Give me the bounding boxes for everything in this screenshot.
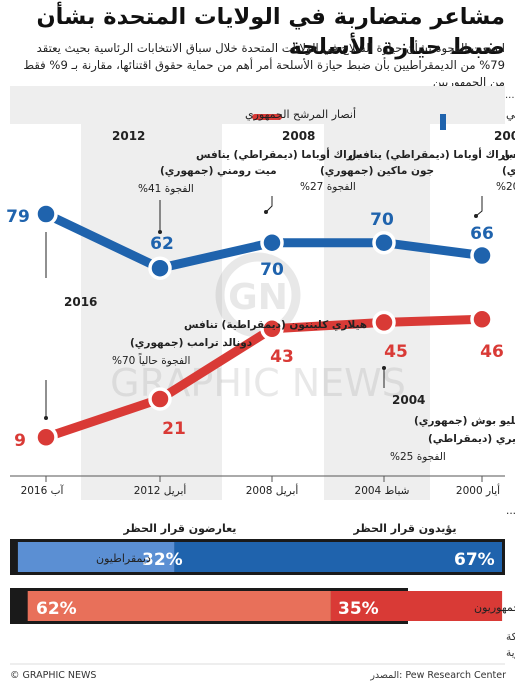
legend-rep-swatch — [252, 114, 282, 120]
line-series-layer — [34, 202, 494, 450]
rep-data-point — [34, 425, 58, 450]
annotation-line: الفجوة 25% — [390, 451, 446, 463]
year-band — [222, 124, 324, 500]
line-chart-title: نسبة الناخبين المسجلين الذين يقولون إن ض… — [505, 88, 515, 101]
dem-value-label: 66 — [470, 224, 494, 244]
dem-value-label: 70 — [370, 210, 394, 230]
footer-credit: © GRAPHIC NEWS — [10, 670, 96, 681]
annotation-line: جورج دبليو بوش (جمهوري) — [502, 165, 515, 177]
bar-rep-category: جمهوريون — [474, 601, 515, 614]
rep-data-point — [470, 307, 494, 332]
leader-dot — [382, 366, 386, 370]
annotation-line: الفجوة 41% — [138, 183, 194, 195]
bar-chart-title: نسبة الذين يؤيدون إقرار حظر على الأسلحة … — [506, 504, 515, 517]
bar-dem-oppose-label: 32% — [142, 550, 183, 570]
page-subtitle: اتسعت الفجوة بشأن حيازة السلاح في الولاي… — [23, 41, 505, 89]
footer-source: المصدر: Pew Research Center — [369, 670, 506, 681]
footer-note-line1: إحصاء وطني أجراه مركز بيو للأبحاث، في ال… — [506, 629, 515, 643]
annotation-line: ميت رومني (جمهوري) — [160, 165, 277, 177]
annotation-line: هيلاري كلينتون (ديمقراطية) تنافس — [184, 319, 367, 331]
annotation-2004: 2004 جورج دبليو بوش (جمهوري) ينافس جون ك… — [390, 393, 515, 463]
rep-data-point — [372, 310, 396, 335]
dem-value-label: 79 — [6, 207, 30, 227]
annotation-line: باراك أوباما (ديمقراطي) ينافس — [196, 147, 361, 161]
bar-dem-support — [174, 542, 502, 572]
x-axis: آب 2016 أبريل 2012 أبريل 2008 شباط 2004 أيار… — [10, 475, 505, 497]
legend-rep-label: أنصار المرشح الجمهوري — [245, 107, 356, 121]
bar-rep-oppose-label: 62% — [36, 599, 77, 619]
annotation-line: الفجوة 27% — [300, 181, 356, 193]
rep-data-point — [148, 387, 172, 411]
year-band — [430, 124, 505, 500]
dem-data-point — [260, 230, 284, 255]
bar-rep-support-label: 35% — [338, 599, 379, 619]
annotation-line: جون ماكين (جمهوري) — [320, 165, 434, 177]
bar-dem-category: ديمقراطيون — [96, 552, 151, 565]
leader-dot — [474, 214, 478, 218]
leader-dots — [44, 210, 478, 420]
dem-data-point — [34, 202, 58, 226]
dem-value-label: 70 — [260, 260, 284, 280]
annotation-line: الفجوة 20% — [496, 181, 515, 193]
bar-header-support: يؤيدون قرار الحظر — [353, 522, 457, 535]
rep-value-label: 43 — [270, 347, 294, 367]
annotation-year: 2000 — [494, 129, 515, 143]
x-axis-tick-label: أبريل 2012 — [134, 483, 187, 497]
legend-dem-label: أنصار المرشح الديمقراطي — [506, 107, 515, 121]
x-axis-tick-label: آب 2016 — [21, 484, 65, 497]
annotation-year: 2016 — [64, 295, 97, 309]
annotation-year: 2012 — [112, 129, 145, 143]
bar-dem-oppose — [17, 542, 175, 572]
legend-dem-swatch — [440, 114, 446, 130]
footer-note-line2: 1567 ناخباً مسجلاً. هامش الخطأ: 2.8 نقطة… — [506, 645, 515, 659]
rep-value-label: 45 — [384, 342, 408, 362]
watermark-logo: GN — [228, 277, 288, 318]
bar-rep-support — [330, 591, 503, 621]
leader-line — [475, 196, 483, 217]
annotation-2000: 2000 آل غور (ديمقراطي) ينافس جورج دبليو … — [494, 129, 515, 193]
annotation-2012: 2012 باراك أوباما (ديمقراطي) ينافس ميت ر… — [112, 129, 361, 195]
annotation-line: جورج دبليو بوش (جمهوري) — [414, 415, 515, 427]
leader-dot — [264, 210, 268, 214]
bar-header-oppose: يعارضون قرار الحظر — [123, 522, 237, 535]
x-axis-tick-label: أبريل 2008 — [246, 483, 299, 497]
annotation-year: 2008 — [282, 129, 315, 143]
annotation-line: دونالد ترامب (جمهوري) — [130, 337, 253, 349]
leader-dot — [158, 230, 162, 234]
annotation-year: 2004 — [392, 393, 425, 407]
annotation-line: باراك أوباما (ديمقراطي) ينافس — [348, 147, 513, 161]
rep-value-label: 9 — [14, 431, 26, 451]
annotation-line: آل غور (ديمقراطي) ينافس — [502, 148, 515, 161]
bar-dem-support-label: 67% — [454, 550, 495, 570]
annotation-line: ينافس جون كيري (ديمقراطي) — [428, 433, 515, 445]
annotation-2008: 2008 باراك أوباما (ديمقراطي) ينافس جون م… — [282, 129, 513, 193]
annotation-line: الفجوة حالياً 70% — [112, 353, 190, 367]
rep-value-label: 21 — [162, 419, 186, 439]
rep-data-point — [260, 317, 284, 341]
dem-data-point — [372, 230, 396, 255]
x-axis-tick-label: شباط 2004 — [355, 485, 410, 497]
dem-value-label: 62 — [150, 234, 174, 254]
bar-rep-oppose — [27, 591, 331, 621]
dem-data-point — [470, 243, 494, 268]
page-title: مشاعر متضاربة في الولايات المتحدة بشأن ض… — [36, 4, 505, 60]
leader-dot — [44, 416, 48, 420]
dem-data-point — [148, 256, 172, 280]
leader-line — [265, 196, 273, 213]
x-axis-tick-label: أيار 2000 — [456, 483, 500, 497]
leader-lines — [45, 196, 483, 418]
rep-value-label: 46 — [480, 342, 504, 362]
annotation-2016: 2016 هيلاري كلينتون (ديمقراطية) تنافس دو… — [64, 295, 367, 367]
